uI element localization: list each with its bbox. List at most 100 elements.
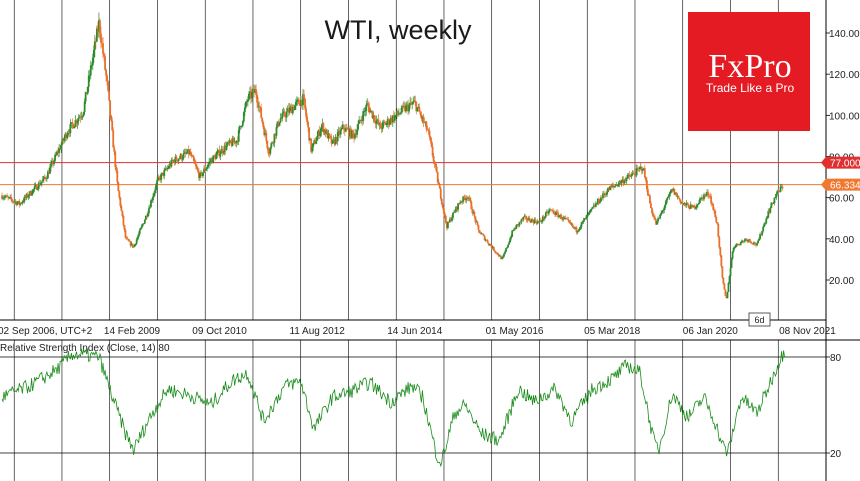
candle-body xyxy=(422,116,425,123)
time-tick-label: 11 Aug 2012 xyxy=(289,326,345,337)
price-tag: 66.334 xyxy=(821,178,860,192)
candle-body xyxy=(372,115,375,119)
candle-body xyxy=(171,159,174,162)
candle-body xyxy=(738,244,741,246)
candle-body xyxy=(232,138,235,143)
candle-body xyxy=(416,107,419,112)
candle-body xyxy=(8,197,11,198)
candle-body xyxy=(42,176,45,180)
period-badge[interactable]: 6d xyxy=(748,312,771,327)
candle-body xyxy=(744,239,747,240)
candle-body xyxy=(768,211,771,213)
candle-body xyxy=(726,291,729,299)
candle-body xyxy=(107,81,110,91)
candle-body xyxy=(348,129,350,137)
candle-body xyxy=(462,196,465,202)
candle-body xyxy=(714,211,717,218)
candle-body xyxy=(23,196,26,202)
candle-body xyxy=(458,203,461,205)
candle-body xyxy=(735,243,738,246)
candle-body xyxy=(94,41,97,43)
candle-body xyxy=(31,189,34,195)
candle-body xyxy=(461,201,464,203)
candle-body xyxy=(487,243,490,245)
candle-body xyxy=(474,216,477,223)
candle-body xyxy=(295,100,298,102)
candle-body xyxy=(506,247,508,249)
candle-body xyxy=(440,198,443,205)
candle-body xyxy=(677,196,680,199)
candle-body xyxy=(206,166,208,169)
candle-body xyxy=(656,221,658,225)
candle-body xyxy=(665,199,668,205)
candle-body xyxy=(118,190,121,198)
candle-body xyxy=(390,117,393,123)
candle-body xyxy=(645,180,648,190)
rsi-title: Relative Strength Index (Close, 14) 80 xyxy=(0,343,170,354)
candle-body xyxy=(158,177,161,178)
candle-body xyxy=(624,180,627,182)
candle-body xyxy=(716,222,719,224)
candle-body xyxy=(251,92,253,99)
candle-body xyxy=(373,115,376,121)
price-tick-label: 60.00 xyxy=(829,194,854,205)
candle-body xyxy=(650,203,652,209)
candle-body xyxy=(25,194,28,198)
candle-body xyxy=(366,103,369,105)
candle-body xyxy=(360,120,363,121)
candle-body xyxy=(502,256,504,258)
candle-body xyxy=(479,233,482,234)
candle-body xyxy=(279,118,282,123)
candle-body xyxy=(564,218,567,219)
candle-body xyxy=(418,106,421,112)
candle-body xyxy=(349,128,351,137)
candle-body xyxy=(746,240,749,242)
candle-body xyxy=(71,122,74,125)
candle-body xyxy=(595,203,598,205)
candle-body xyxy=(427,130,430,132)
candle-body xyxy=(599,201,601,203)
candle-body xyxy=(723,283,726,290)
candle-body xyxy=(727,283,730,292)
candle-body xyxy=(293,105,296,111)
candle-body xyxy=(252,89,254,93)
candle-body xyxy=(298,99,300,104)
candle-body xyxy=(35,184,38,190)
candle-body xyxy=(549,209,551,211)
candle-body xyxy=(22,201,25,203)
candle-body xyxy=(552,210,554,212)
candle-body xyxy=(157,177,160,181)
candle-body xyxy=(367,103,370,107)
candle-body xyxy=(607,187,609,193)
fxpro-logo: FxPro Trade Like a Pro xyxy=(688,12,810,131)
candle-body xyxy=(113,147,116,152)
candle-body xyxy=(261,117,264,123)
candle-body xyxy=(571,223,574,227)
candle-body xyxy=(262,122,265,128)
candle-body xyxy=(368,106,371,113)
candle-body xyxy=(109,100,112,116)
candle-body xyxy=(130,243,133,246)
candle-body xyxy=(340,127,343,130)
candle-body xyxy=(511,230,514,237)
candle-body xyxy=(68,132,71,134)
candle-body xyxy=(498,254,500,257)
candle-body xyxy=(409,102,412,106)
candle-body xyxy=(770,202,773,208)
candle-body xyxy=(590,208,593,210)
candle-body xyxy=(161,172,164,175)
candle-body xyxy=(244,102,247,108)
candle-body xyxy=(377,119,380,125)
candle-body xyxy=(712,204,715,210)
candle-body xyxy=(351,130,353,138)
candle-body xyxy=(593,205,596,207)
candle-body xyxy=(303,94,305,99)
candle-body xyxy=(539,220,542,222)
candle-body xyxy=(719,247,722,256)
candle-body xyxy=(531,219,534,221)
candle-body xyxy=(67,132,70,135)
candle-body xyxy=(534,219,537,223)
candle-body xyxy=(625,178,628,182)
candle-body xyxy=(191,155,194,158)
candle-body xyxy=(753,242,755,244)
